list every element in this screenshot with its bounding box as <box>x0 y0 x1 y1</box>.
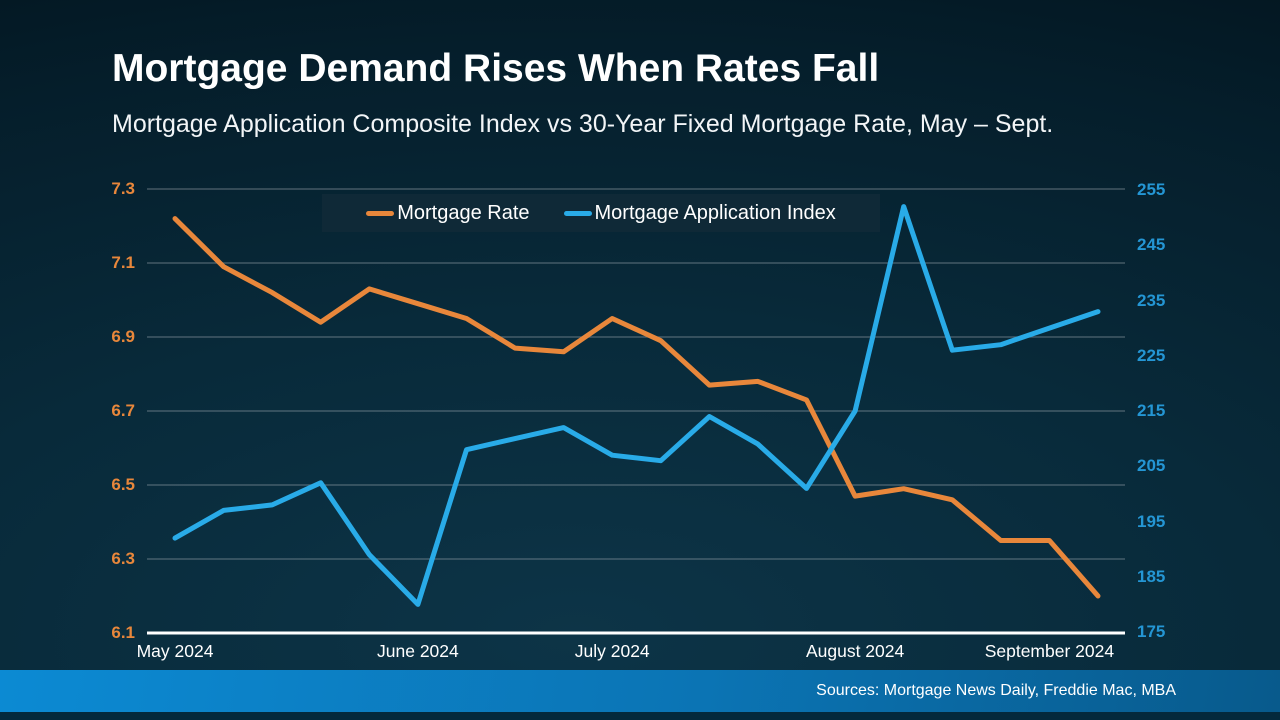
legend-swatch-mortgage-application-index <box>563 210 592 216</box>
y-axis-right-tick: 215 <box>1137 401 1166 420</box>
x-axis-tick: May 2024 <box>136 641 214 661</box>
x-axis-tick: August 2024 <box>805 641 905 661</box>
y-axis-left-tick: 6.3 <box>111 549 135 568</box>
y-axis-right-tick: 245 <box>1137 235 1166 255</box>
footer-bar: Sources: Mortgage News Daily, Freddie Ma… <box>0 670 1280 712</box>
chart-subtitle: Mortgage Application Composite Index vs … <box>112 110 1054 138</box>
series-line-mortgage-rate <box>172 216 1101 599</box>
y-axis-left-tick: 7.3 <box>111 179 135 198</box>
legend-item-mortgage-rate: Mortgage Rate <box>366 201 530 225</box>
legend: Mortgage Rate Mortgage Application Index <box>322 194 880 232</box>
legend-label-mortgage-rate: Mortgage Rate <box>397 201 530 224</box>
y-axis-right-tick: 185 <box>1137 566 1166 586</box>
chart-title: Mortgage Demand Rises When Rates Fall <box>112 47 880 90</box>
source-text: Sources: Mortgage News Daily, Freddie Ma… <box>816 682 1176 699</box>
y-axis-right-tick: 175 <box>1137 622 1166 641</box>
x-axis-tick: June 2024 <box>377 641 459 661</box>
y-axis-left-tick: 7.1 <box>111 253 135 272</box>
series-line-mortgage-application-index <box>172 204 1101 607</box>
y-axis-left-tick: 6.5 <box>111 475 135 494</box>
y-axis-left-tick: 6.7 <box>111 401 135 420</box>
legend-item-mortgage-application-index: Mortgage Application Index <box>563 201 836 225</box>
y-axis-right-tick: 195 <box>1137 511 1166 531</box>
x-axis-tick: September 2024 <box>984 641 1115 661</box>
legend-label-mortgage-application-index: Mortgage Application Index <box>594 201 836 224</box>
legend-swatch-mortgage-rate <box>366 210 395 216</box>
footer-bottom-strip <box>0 712 1280 720</box>
x-axis-tick: July 2024 <box>574 641 650 661</box>
y-axis-right-tick: 255 <box>1137 180 1166 199</box>
y-axis-right-tick: 205 <box>1137 456 1166 476</box>
y-axis-left-tick: 6.9 <box>111 327 135 346</box>
y-axis-right-tick: 225 <box>1137 345 1166 365</box>
y-axis-right-tick: 235 <box>1137 290 1166 310</box>
y-axis-left-tick: 6.1 <box>111 623 135 642</box>
